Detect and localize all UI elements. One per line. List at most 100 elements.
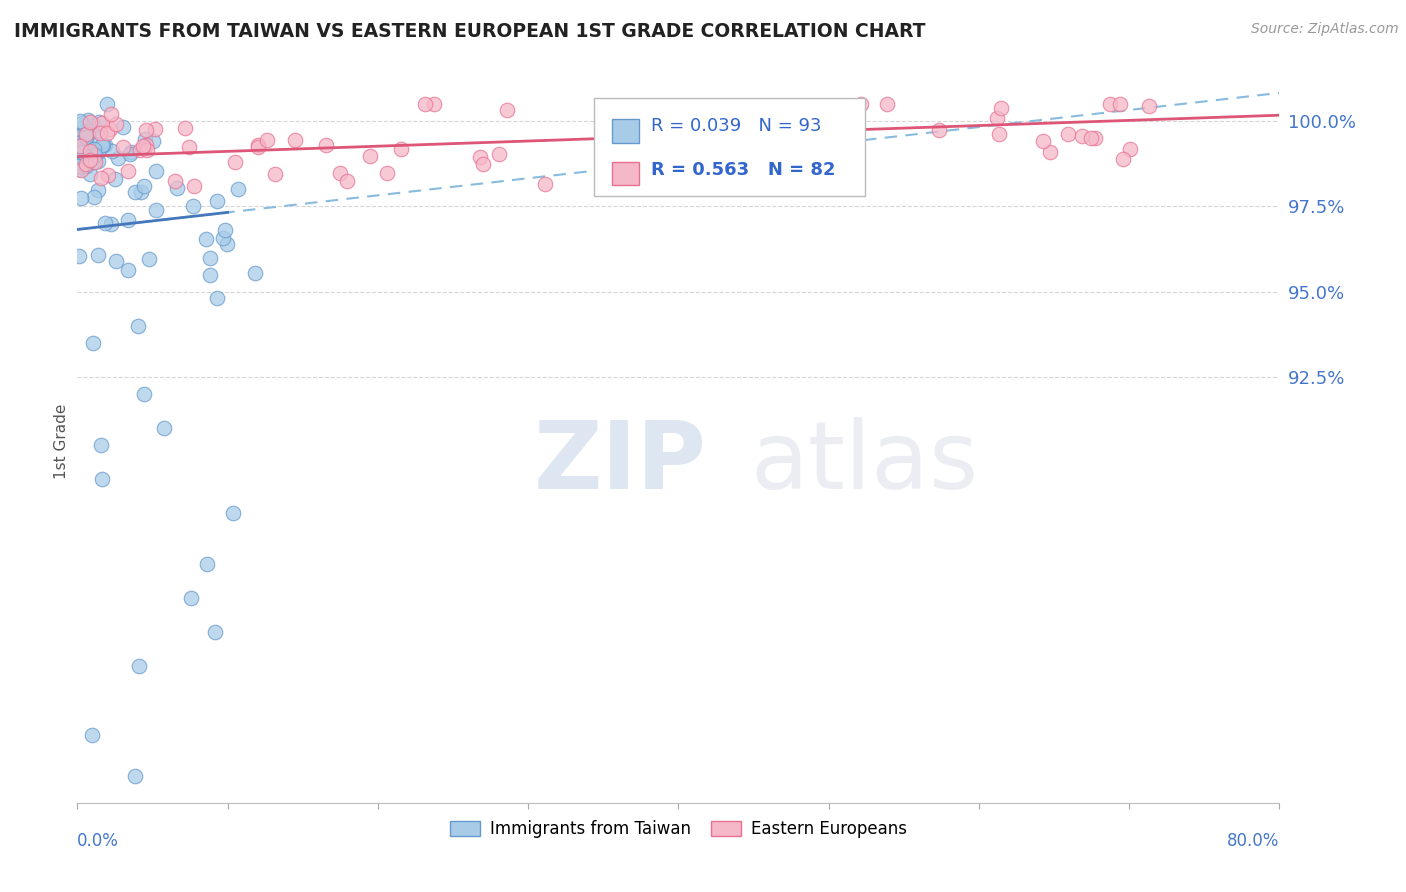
Point — [67, 147, 90, 161]
Point — [336, 174, 359, 188]
Point — [72, 116, 94, 130]
Point — [79, 167, 101, 181]
Point — [752, 139, 775, 153]
Point — [70, 143, 93, 157]
Point — [734, 171, 756, 186]
Point — [132, 139, 155, 153]
Point — [247, 138, 270, 153]
Point — [104, 253, 127, 268]
Point — [222, 506, 245, 520]
Point — [80, 728, 103, 742]
Point — [471, 156, 494, 170]
Point — [768, 147, 790, 161]
Point — [83, 190, 105, 204]
Point — [183, 179, 205, 194]
Point — [117, 263, 139, 277]
Text: 0.0%: 0.0% — [77, 831, 120, 850]
Point — [224, 154, 246, 169]
Point — [67, 130, 90, 145]
Point — [217, 236, 239, 251]
Point — [70, 145, 93, 160]
Point — [73, 149, 96, 163]
Point — [70, 142, 93, 156]
Point — [79, 134, 101, 148]
Point — [256, 133, 278, 147]
Point — [1109, 97, 1132, 112]
Point — [134, 141, 156, 155]
Point — [75, 127, 97, 141]
Text: atlas: atlas — [751, 417, 979, 509]
Point — [207, 194, 229, 209]
Point — [70, 145, 93, 160]
Point — [839, 120, 862, 134]
Text: R = 0.563   N = 82: R = 0.563 N = 82 — [651, 161, 835, 178]
Point — [780, 131, 803, 145]
Point — [129, 143, 152, 157]
Point — [117, 163, 139, 178]
Point — [194, 232, 217, 246]
Point — [79, 115, 101, 129]
Point — [87, 114, 110, 128]
Legend: Immigrants from Taiwan, Eastern Europeans: Immigrants from Taiwan, Eastern European… — [443, 814, 914, 845]
Text: IMMIGRANTS FROM TAIWAN VS EASTERN EUROPEAN 1ST GRADE CORRELATION CHART: IMMIGRANTS FROM TAIWAN VS EASTERN EUROPE… — [14, 22, 925, 41]
Point — [69, 138, 91, 153]
Point — [98, 122, 121, 136]
Point — [127, 318, 149, 333]
Point — [103, 172, 125, 186]
Point — [1039, 145, 1062, 159]
Point — [375, 166, 398, 180]
Point — [174, 121, 197, 136]
Point — [90, 170, 112, 185]
Y-axis label: 1st Grade: 1st Grade — [53, 404, 69, 479]
Point — [786, 124, 808, 138]
Bar — [612, 120, 638, 143]
Point — [82, 335, 104, 350]
Point — [534, 177, 557, 191]
Point — [87, 145, 110, 159]
Point — [195, 558, 218, 572]
Point — [990, 101, 1012, 115]
Point — [120, 145, 142, 160]
Point — [245, 267, 267, 281]
Point — [1112, 153, 1135, 167]
Point — [70, 139, 93, 153]
Point — [75, 144, 97, 158]
Point — [204, 625, 226, 640]
Point — [138, 252, 160, 267]
Point — [72, 125, 94, 139]
Point — [179, 140, 201, 154]
Point — [496, 103, 519, 117]
Point — [772, 104, 794, 119]
Point — [423, 97, 446, 112]
Point — [82, 155, 104, 169]
Point — [79, 145, 101, 159]
Point — [603, 109, 626, 123]
Point — [70, 191, 93, 205]
Point — [135, 123, 157, 137]
Point — [315, 137, 337, 152]
Point — [153, 421, 176, 435]
Point — [77, 112, 100, 127]
Point — [87, 153, 110, 168]
Point — [83, 155, 105, 169]
Point — [166, 180, 188, 194]
Point — [849, 97, 872, 112]
Point — [129, 185, 152, 199]
Point — [70, 160, 93, 174]
Point — [94, 216, 117, 230]
Point — [90, 138, 112, 153]
Point — [105, 117, 128, 131]
Text: ZIP: ZIP — [534, 417, 707, 509]
Point — [415, 97, 437, 112]
Point — [246, 140, 269, 154]
Bar — [612, 162, 638, 185]
Point — [211, 231, 233, 245]
Point — [75, 129, 97, 144]
Point — [75, 157, 97, 171]
Point — [359, 148, 381, 162]
Point — [986, 112, 1008, 126]
Point — [988, 127, 1011, 141]
Point — [145, 163, 167, 178]
Point — [117, 213, 139, 227]
Point — [124, 768, 146, 782]
